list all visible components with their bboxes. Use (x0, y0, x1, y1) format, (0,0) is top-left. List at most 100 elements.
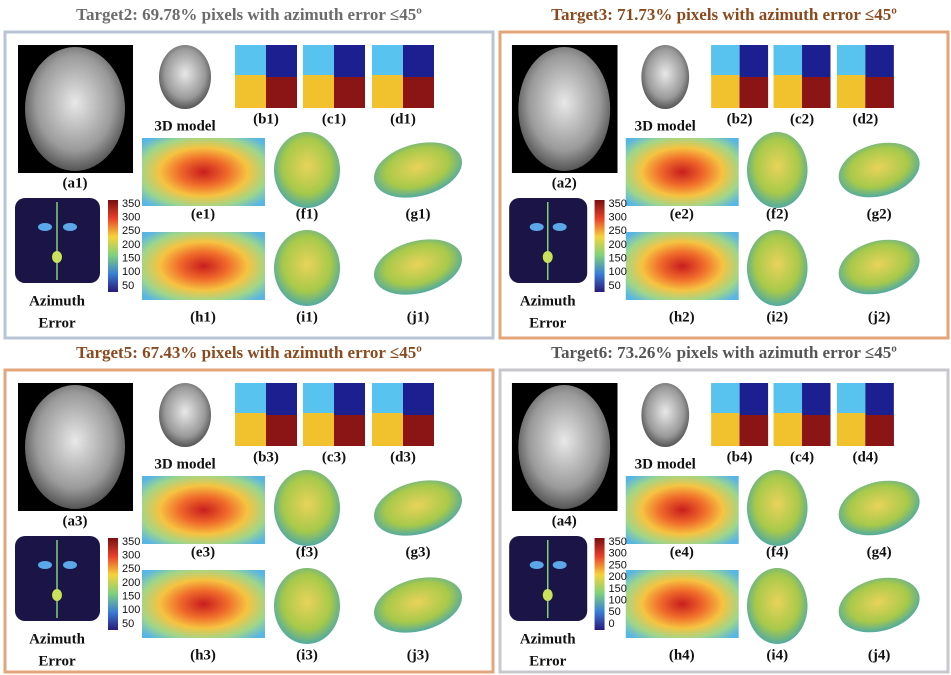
panel-label: (h4) (669, 647, 695, 663)
figure: Target2: 69.78% pixels with azimuth erro… (0, 0, 951, 675)
surface-face (274, 568, 340, 644)
panel-label: (a4) (552, 513, 577, 529)
depth-map (626, 570, 739, 638)
colorbar-tick: 250 (609, 225, 627, 237)
error-spot (553, 223, 567, 231)
colorbar-tick: 0 (609, 618, 615, 630)
surface-3d (833, 231, 926, 303)
error-spot (38, 561, 52, 569)
panel-label: (b2) (727, 111, 753, 127)
depth-map (142, 138, 265, 206)
colorbar-tick: 100 (609, 594, 627, 606)
surface-3d (368, 471, 468, 545)
surface-3d (833, 134, 926, 206)
colorbar-tick: 150 (609, 583, 627, 595)
map-left-top (372, 45, 403, 75)
error-label: Azimuth (29, 631, 85, 647)
panel-label: (b3) (253, 449, 279, 465)
depth-map (142, 570, 265, 638)
map-right-bottom (740, 77, 768, 108)
error-label: Error (38, 315, 76, 331)
panel-label: (d3) (390, 449, 416, 465)
error-spot (52, 251, 62, 263)
colorbar-tick: 50 (122, 618, 134, 630)
map-right-bottom (334, 77, 365, 108)
panel-label: (h1) (190, 309, 216, 325)
map-left-top (372, 383, 403, 413)
map-left-top (303, 383, 334, 413)
depth-map (142, 232, 265, 300)
depth-map (142, 476, 265, 544)
colorbar-tick: 250 (122, 225, 140, 237)
surface-face (274, 132, 340, 208)
colorbar (108, 200, 118, 292)
panel-label: (g3) (406, 544, 431, 560)
panel-label: (c1) (322, 111, 346, 127)
panel-label: 3D model (635, 118, 696, 134)
panel-label: (c4) (790, 449, 814, 465)
panel-label: 3D model (154, 456, 215, 472)
panel-label: (a2) (552, 175, 577, 191)
surface-face (747, 470, 808, 546)
error-label: Error (529, 653, 567, 669)
surface-face (747, 230, 808, 306)
colorbar (108, 538, 118, 630)
panel-label: (j4) (868, 647, 891, 663)
panel-label: (i2) (766, 309, 788, 325)
map-right-bottom (802, 77, 830, 108)
panel-label: (f3) (296, 544, 319, 560)
panel: (a4)3D model(b4)(c4)(d4)(e4)(h4)(f4)(i4)… (509, 383, 926, 669)
panel-label: (g2) (867, 206, 892, 222)
colorbar-tick: 200 (122, 239, 140, 251)
face-render (518, 385, 610, 509)
panel-title: Target3: 71.73% pixels with azimuth erro… (551, 5, 897, 24)
colorbar-tick: 350 (609, 198, 627, 210)
error-spot (543, 589, 553, 601)
map-right-bottom (266, 415, 297, 446)
surface-3d (833, 472, 926, 544)
colorbar-tick: 300 (122, 550, 140, 562)
map-left-top (774, 383, 802, 413)
panel-label: (d2) (852, 111, 878, 127)
surface-face (274, 470, 340, 546)
model-face (159, 45, 211, 109)
map-right-bottom (740, 415, 768, 446)
page: {"panels": [ {"title": "Target2: 69.78% … (0, 0, 951, 675)
error-spot (38, 223, 52, 231)
surface-face (747, 568, 808, 644)
map-left-top (711, 383, 739, 413)
map-left-top (837, 45, 865, 75)
panel-label: (h3) (190, 647, 216, 663)
surface-3d (368, 568, 468, 642)
map-left-top (711, 45, 739, 75)
panel-label: (g1) (406, 206, 431, 222)
map-left-top (837, 383, 865, 413)
panel-label: 3D model (635, 456, 696, 472)
colorbar-tick: 200 (609, 571, 627, 583)
panel-label: (e1) (191, 206, 215, 222)
colorbar-tick: 300 (609, 212, 627, 224)
panel-label: 3D model (154, 118, 215, 134)
error-spot (543, 251, 553, 263)
surface-face (747, 132, 808, 208)
panel-label: (a1) (63, 175, 88, 191)
colorbar-tick: 350 (122, 536, 140, 548)
error-spot (553, 561, 567, 569)
panel-label: (f4) (766, 544, 789, 560)
surface-3d (833, 569, 926, 641)
panel-label: (e4) (670, 544, 694, 560)
error-label: Azimuth (520, 293, 576, 309)
panel-label: (j3) (407, 647, 430, 663)
map-right-bottom (865, 77, 893, 108)
colorbar-tick: 150 (122, 591, 140, 603)
colorbar (595, 200, 605, 292)
error-spot (530, 223, 544, 231)
panel-label: (f2) (766, 206, 789, 222)
panel-label: (c3) (322, 449, 346, 465)
error-spot (52, 589, 62, 601)
colorbar-tick: 250 (122, 563, 140, 575)
panel: (a3)3D model(b3)(c3)(d3)(e3)(h3)(f3)(i3)… (15, 383, 468, 669)
colorbar-tick: 250 (609, 559, 627, 571)
panel: (a1)3D model(b1)(c1)(d1)(e1)(h1)(f1)(i1)… (15, 45, 468, 331)
colorbar-tick: 200 (122, 577, 140, 589)
